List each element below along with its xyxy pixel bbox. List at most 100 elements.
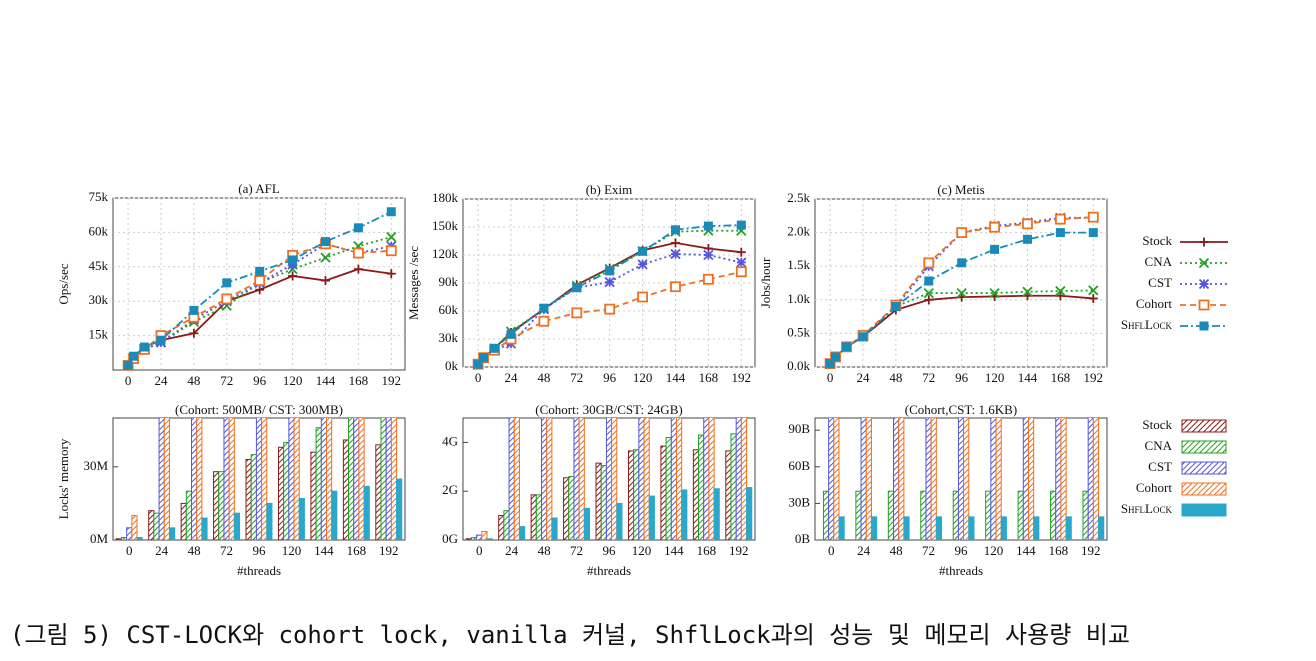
y-tick-label: 4G [442,433,458,448]
x-tick-label: 96 [253,373,267,388]
series: ShflLock [136,478,403,540]
x-tick-label: 0 [828,543,835,558]
marker [604,276,615,288]
bar [465,538,472,540]
y-tick-label: 2.5k [787,190,810,205]
y-tick-label: 150k [432,218,459,233]
bar [498,515,505,540]
bar [503,510,510,540]
series: Stock [115,439,382,540]
legend-label: CST [1148,275,1172,290]
bar [963,418,970,540]
x-tick-label: 24 [857,543,871,558]
bar [930,418,937,540]
y-tick-label: 0k [445,358,459,373]
x-tick-label: 120 [633,370,653,385]
series: Cohort [481,418,748,540]
marker [385,245,397,257]
y-tick-label: 60B [788,458,810,473]
bar [310,451,317,540]
x-tick-label: 0 [125,373,132,388]
marker [506,329,516,339]
marker [703,249,714,261]
x-tick-label: 192 [379,543,399,558]
legend-swatch [1181,440,1227,454]
series: ShflLock [838,516,1105,540]
marker [1022,218,1033,230]
bar [698,434,705,540]
x-tick-label: 24 [155,543,169,558]
marker [670,225,680,235]
series: Cohort [131,418,398,540]
bar [115,538,122,540]
marker [352,247,364,259]
marker [923,287,934,299]
bar [1017,490,1024,540]
marker [957,258,967,268]
x-tick-label: 192 [729,543,749,558]
y-tick-label: 0.5k [787,324,810,339]
bar [1027,418,1035,540]
y-tick-label: 30k [89,292,109,307]
y-tick-label: 0M [90,531,109,546]
bar [541,418,548,540]
bar [611,418,618,540]
y-axis-label: Locks' memory [56,438,71,519]
bar [638,418,645,540]
x-tick-label: 168 [347,543,367,558]
bar [325,418,333,540]
x-tick-label: 24 [856,370,870,385]
marker [891,302,901,312]
bar [1000,516,1007,540]
marker [989,221,1000,233]
bar [887,490,895,540]
x-tick-label: 168 [697,543,717,558]
y-tick-label: 30B [788,494,810,509]
bar [713,488,720,540]
bar [708,418,715,540]
y-tick-label: 1.5k [787,257,810,272]
bar [583,507,591,540]
x-tick-label: 120 [282,543,302,558]
marker [702,273,714,285]
bar [153,512,160,540]
bar [985,490,992,540]
bar [935,516,943,540]
bar [390,418,398,540]
marker [254,275,266,286]
x-tick-label: 168 [349,373,369,388]
bar [1087,418,1094,540]
bar [481,530,488,540]
x-tick-label: 72 [570,370,583,385]
bar [1022,418,1029,540]
bar [675,418,683,540]
marker [386,207,396,217]
bar [396,478,403,540]
marker [825,359,835,369]
caption: (그림 5) CST-LOCK와 cohort lock, vanilla 커널… [10,621,1130,649]
x-tick-label: 144 [666,370,686,385]
x-tick-label: 144 [1018,370,1038,385]
bar [828,418,835,540]
bar [833,418,840,540]
y-axis-label: Messages /sec [406,246,421,320]
marker [473,359,483,369]
bar [250,454,257,540]
bar [120,537,128,540]
marker [703,221,713,231]
x-tick-label: 24 [504,370,518,385]
marker [386,231,397,243]
marker [605,266,615,276]
x-tick-label: 120 [985,370,1005,385]
bar [730,433,737,540]
annotation: (Cohort: 30GB/CST: 24GB) [535,402,682,417]
bar [1060,418,1067,540]
bar [486,538,493,540]
x-tick-label: 24 [505,543,519,558]
line [127,242,392,366]
bar [1098,516,1105,540]
bar [470,537,478,540]
marker [1198,299,1210,311]
bar [1065,516,1072,540]
bar [288,418,295,540]
